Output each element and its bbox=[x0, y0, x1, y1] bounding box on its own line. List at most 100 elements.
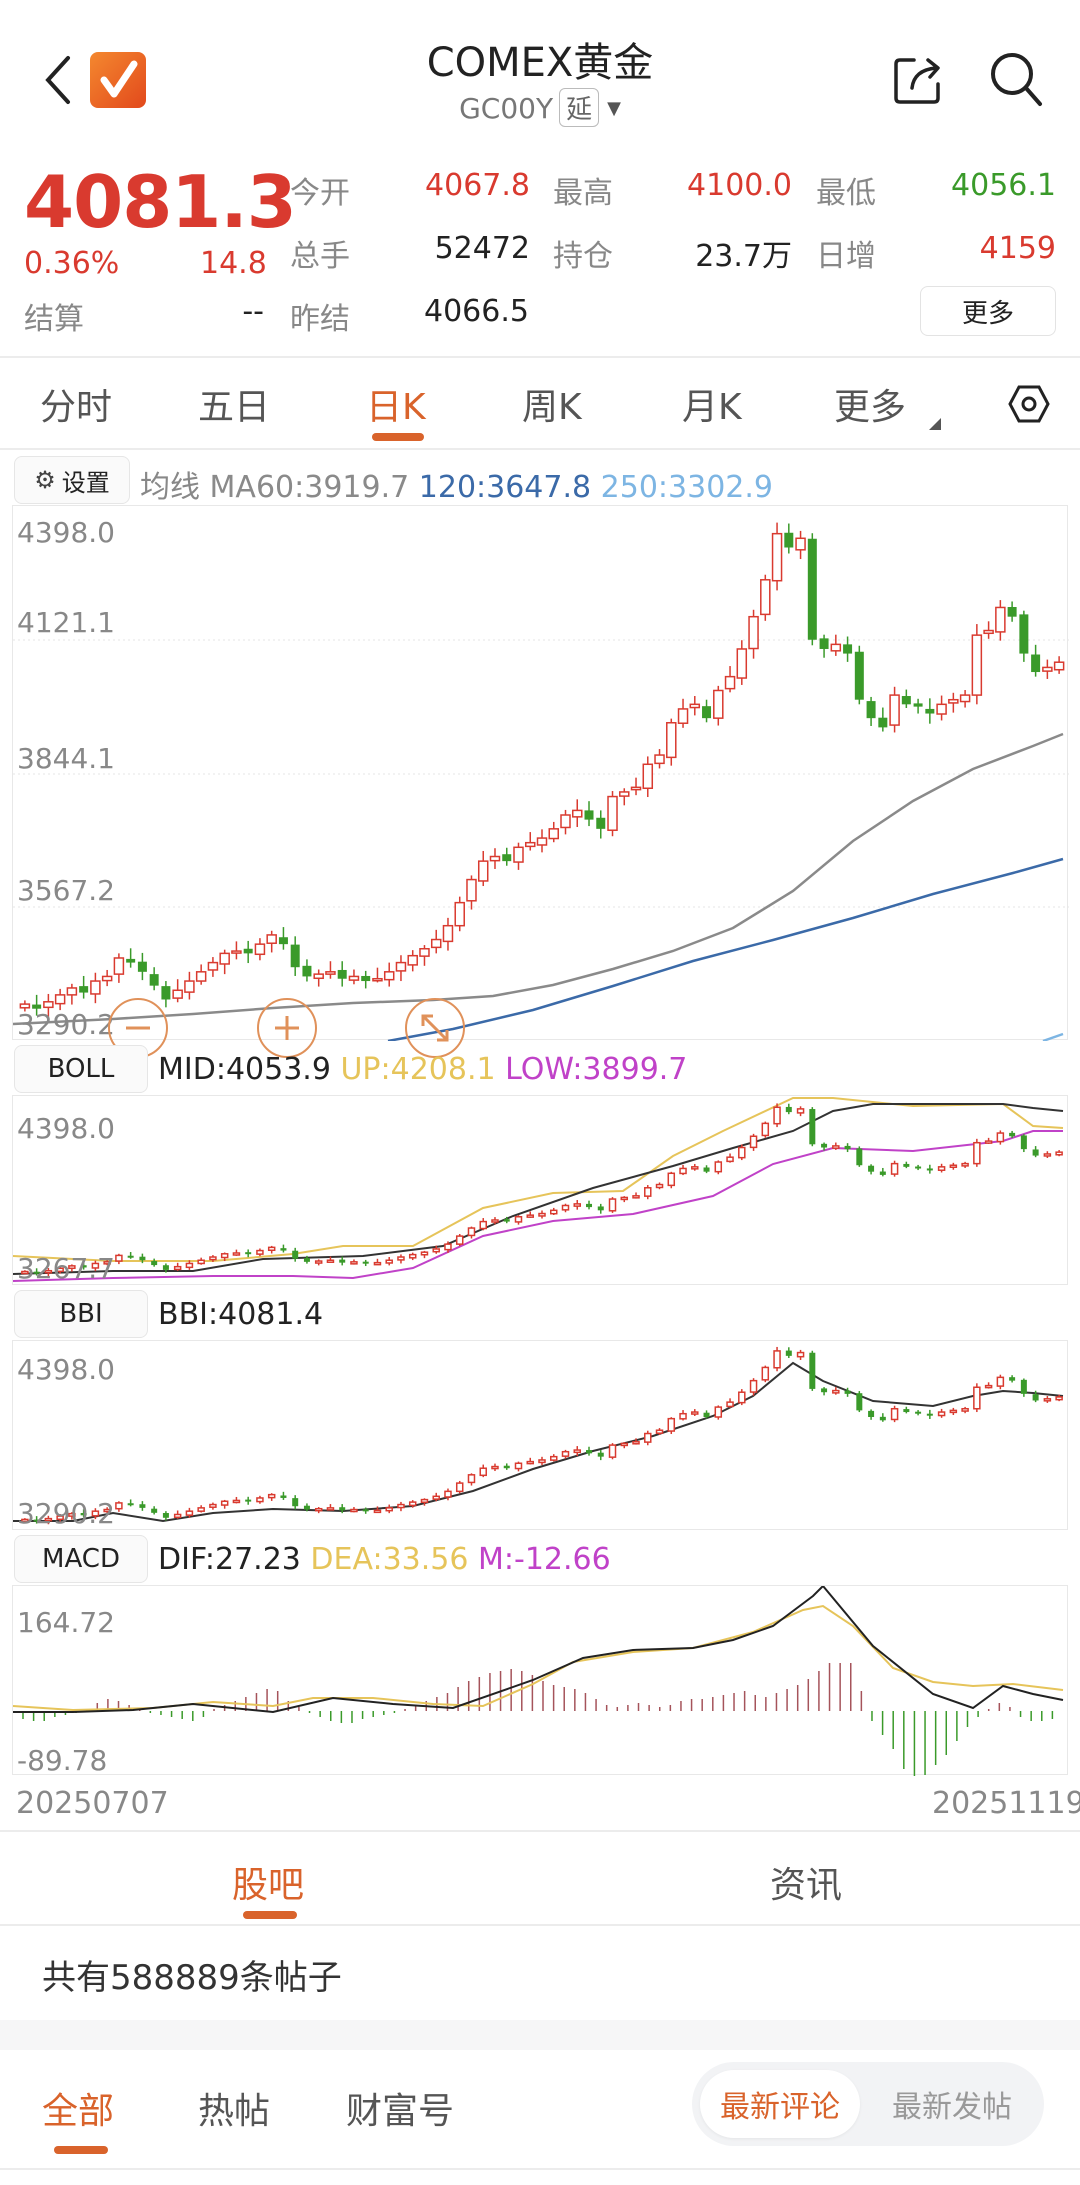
y-tick-3: 3844.1 bbox=[17, 742, 115, 775]
settle-label: 结算 bbox=[24, 302, 84, 337]
change-amount: 14.8 bbox=[200, 246, 267, 281]
ma250-value: 250:3302.9 bbox=[600, 470, 773, 505]
macd-plot bbox=[13, 1586, 1064, 1776]
boll-up: UP:4208.1 bbox=[340, 1052, 496, 1087]
search-icon[interactable] bbox=[988, 50, 1044, 108]
tab-news[interactable]: 资讯 bbox=[770, 1865, 843, 1906]
ma-prefix: 均线 bbox=[140, 470, 200, 505]
last-price: 4081.3 bbox=[24, 160, 297, 244]
tab-five-day[interactable]: 五日 bbox=[198, 387, 271, 428]
macd-m: M:-12.66 bbox=[478, 1542, 611, 1577]
main-kline-chart[interactable]: 4398.0 4121.1 3844.1 3567.2 3290.2 bbox=[12, 505, 1069, 1041]
prev-settle-label: 昨结 bbox=[290, 302, 350, 337]
section-gap bbox=[0, 2020, 1080, 2050]
date-end: 20251119 bbox=[932, 1786, 1080, 1821]
filter-hot[interactable]: 热帖 bbox=[198, 2091, 271, 2132]
minus-icon bbox=[126, 1026, 150, 1030]
macd-y-bottom: -89.78 bbox=[17, 1744, 108, 1777]
boll-indicator-button[interactable]: BOLL bbox=[14, 1045, 148, 1093]
kline-plot bbox=[13, 522, 1069, 1041]
ma120-value: 120:3647.8 bbox=[418, 470, 592, 505]
open-value: 4067.8 bbox=[425, 168, 530, 203]
active-filter-indicator bbox=[54, 2146, 108, 2154]
bbi-value: BBI:4081.4 bbox=[158, 1297, 324, 1332]
divider bbox=[0, 356, 1080, 358]
chart-settings-button[interactable]: ⚙ 设置 bbox=[14, 456, 130, 504]
macd-y-top: 164.72 bbox=[17, 1606, 115, 1639]
y-tick-4: 3567.2 bbox=[17, 874, 115, 907]
high-value: 4100.0 bbox=[687, 168, 792, 203]
share-icon[interactable] bbox=[892, 52, 946, 106]
sort-toggle: 最新评论 最新发帖 bbox=[692, 2062, 1044, 2146]
settle-value: -- bbox=[242, 294, 264, 329]
divider bbox=[0, 1830, 1080, 1832]
boll-y-bottom: 3267.7 bbox=[17, 1252, 115, 1285]
y-tick-bottom: 3290.2 bbox=[17, 1008, 115, 1041]
back-chevron-icon[interactable] bbox=[40, 52, 80, 108]
tab-daily-k[interactable]: 日K bbox=[366, 387, 426, 428]
y-tick-2: 4121.1 bbox=[17, 606, 115, 639]
prev-settle-value: 4066.5 bbox=[424, 294, 529, 329]
volume-label: 总手 bbox=[290, 239, 350, 274]
active-tab-indicator bbox=[243, 1911, 297, 1919]
bbi-indicator-button[interactable]: BBI bbox=[14, 1290, 148, 1338]
daily-increase-label: 日增 bbox=[816, 239, 876, 274]
sort-latest-post[interactable]: 最新发帖 bbox=[892, 2090, 1012, 2125]
macd-indicator-button[interactable]: MACD bbox=[14, 1535, 148, 1583]
open-label: 今开 bbox=[290, 176, 350, 211]
macd-dea: DEA:33.56 bbox=[310, 1542, 469, 1577]
more-caret-icon bbox=[929, 418, 941, 430]
expand-arrows-icon bbox=[421, 1014, 449, 1042]
macd-chart[interactable]: 164.72 -89.78 bbox=[12, 1585, 1068, 1777]
y-tick-top: 4398.0 bbox=[17, 516, 115, 549]
bbi-plot bbox=[13, 1346, 1064, 1525]
app-logo-check-icon bbox=[90, 52, 146, 108]
boll-chart[interactable]: 4398.0 3267.7 bbox=[12, 1095, 1068, 1285]
active-tab-indicator bbox=[372, 433, 424, 441]
fullscreen-button[interactable] bbox=[405, 998, 465, 1058]
filter-all[interactable]: 全部 bbox=[42, 2091, 115, 2132]
macd-legend: DIF:27.23 DEA:33.56 M:-12.66 bbox=[158, 1542, 611, 1577]
page-title: COMEX黄金 bbox=[426, 40, 654, 86]
date-start: 20250707 bbox=[16, 1786, 169, 1821]
low-value: 4056.1 bbox=[951, 168, 1056, 203]
plus-icon bbox=[275, 1016, 299, 1040]
top-nav-bar: COMEX黄金 GC00Y 延 ▼ bbox=[0, 0, 1080, 160]
open-interest-label: 持仓 bbox=[553, 239, 613, 274]
ma60-value: MA60:3919.7 bbox=[209, 470, 410, 505]
zoom-in-button[interactable] bbox=[257, 998, 317, 1058]
divider bbox=[0, 2168, 1080, 2170]
tab-forum[interactable]: 股吧 bbox=[232, 1865, 305, 1906]
settings-label: 设置 bbox=[61, 468, 110, 497]
change-percent: 0.36% bbox=[24, 246, 120, 281]
hexagon-settings-icon[interactable] bbox=[1008, 384, 1050, 424]
ma-legend: 均线 MA60:3919.7 120:3647.8 250:3302.9 bbox=[140, 462, 773, 506]
boll-mid: MID:4053.9 bbox=[158, 1052, 331, 1087]
volume-value: 52472 bbox=[434, 231, 530, 266]
delay-badge: 延 bbox=[559, 88, 600, 127]
contract-code: GC00Y bbox=[459, 92, 554, 125]
post-count: 共有588889条帖子 bbox=[42, 1958, 342, 1998]
sort-latest-comment[interactable]: 最新评论 bbox=[700, 2070, 860, 2138]
divider bbox=[0, 448, 1080, 450]
divider bbox=[0, 1924, 1080, 1926]
bbi-y-bottom: 3290.2 bbox=[17, 1497, 115, 1530]
macd-dif: DIF:27.23 bbox=[158, 1542, 301, 1577]
boll-legend: MID:4053.9 UP:4208.1 LOW:3899.7 bbox=[158, 1052, 687, 1087]
gear-icon: ⚙ bbox=[34, 466, 56, 494]
more-quote-button[interactable]: 更多 bbox=[920, 286, 1056, 336]
contract-selector[interactable]: GC00Y 延 ▼ bbox=[0, 88, 1080, 127]
tab-intraday[interactable]: 分时 bbox=[40, 387, 113, 428]
bbi-y-top: 4398.0 bbox=[17, 1353, 115, 1386]
tab-monthly-k[interactable]: 月K bbox=[682, 387, 742, 428]
high-label: 最高 bbox=[553, 176, 613, 211]
boll-low: LOW:3899.7 bbox=[505, 1052, 688, 1087]
bbi-chart[interactable]: 4398.0 3290.2 bbox=[12, 1340, 1068, 1530]
open-interest-value: 23.7万 bbox=[695, 239, 792, 274]
daily-increase-value: 4159 bbox=[979, 231, 1056, 266]
tab-more-periods[interactable]: 更多 bbox=[834, 387, 907, 428]
boll-plot bbox=[13, 1097, 1064, 1282]
dropdown-caret-icon: ▼ bbox=[607, 98, 621, 119]
tab-weekly-k[interactable]: 周K bbox=[522, 387, 582, 428]
filter-fortune[interactable]: 财富号 bbox=[346, 2091, 455, 2132]
